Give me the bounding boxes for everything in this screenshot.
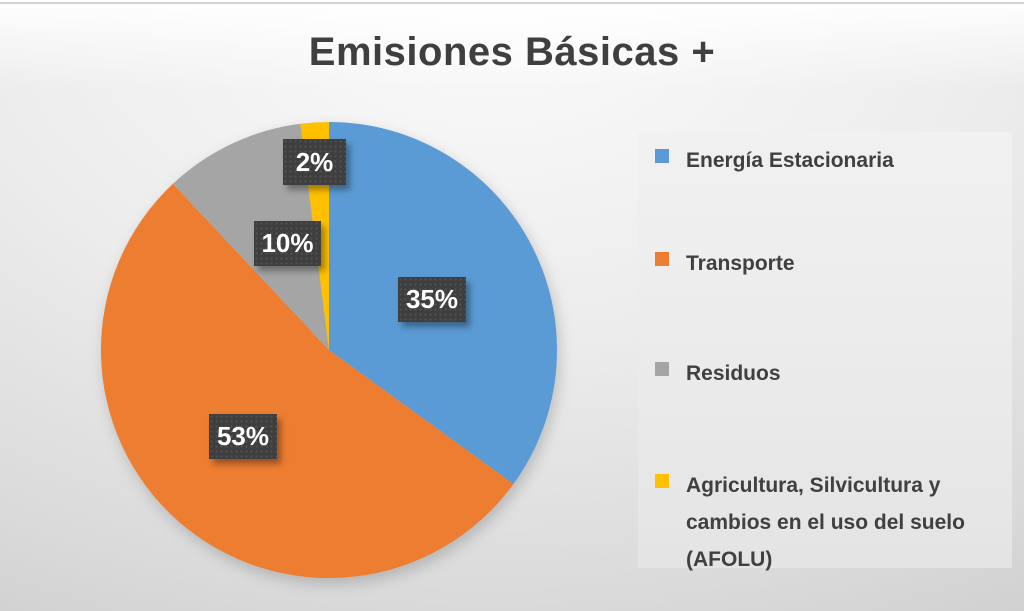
pie-svg (100, 121, 557, 579)
pie-chart: 35% 53% 10% 2% (100, 121, 558, 579)
legend-marker-yellow-square-icon (655, 474, 669, 488)
data-label-energia-estacionaria: 35% (398, 277, 466, 322)
top-divider-line (0, 2, 1024, 4)
legend-item-transporte: Transporte (655, 245, 995, 282)
pie-slice-1 (100, 183, 514, 579)
legend-marker-gray-square-icon (655, 362, 669, 376)
legend: Energía Estacionaria Transporte Residuos… (638, 132, 1012, 571)
legend-label: Energía Estacionaria (686, 149, 894, 172)
legend-marker-orange-square-icon (655, 252, 669, 266)
data-label-afolu: 2% (283, 139, 346, 185)
legend-marker-blue-square-icon (655, 149, 669, 163)
legend-item-energia-estacionaria: Energía Estacionaria (655, 142, 995, 179)
legend-label: Agricultura, Silvicultura y cambios en e… (686, 474, 965, 571)
chart-title: Emisiones Básicas + (308, 30, 716, 74)
legend-item-afolu: Agricultura, Silvicultura y cambios en e… (655, 467, 995, 578)
legend-label: Residuos (686, 362, 781, 385)
data-label-transporte: 53% (209, 414, 277, 459)
data-label-residuos: 10% (254, 221, 321, 266)
legend-item-residuos: Residuos (655, 355, 995, 392)
legend-label: Transporte (686, 252, 795, 275)
